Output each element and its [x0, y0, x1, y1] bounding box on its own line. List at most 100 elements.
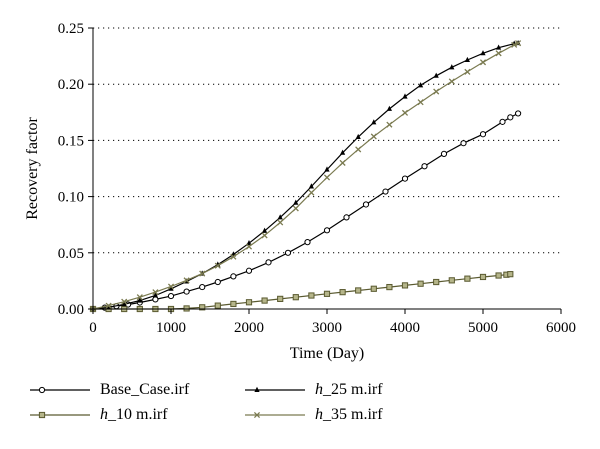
data-point	[371, 119, 377, 125]
data-point	[152, 289, 159, 296]
data-point	[479, 273, 487, 281]
data-point	[284, 249, 292, 256]
y-tick-label: 0.25	[58, 21, 84, 37]
data-point	[214, 278, 221, 286]
data-point	[136, 294, 143, 301]
data-point	[167, 283, 175, 290]
x-tick-label: 0	[89, 320, 97, 336]
data-point	[386, 105, 392, 111]
data-point	[183, 305, 190, 312]
data-point	[421, 163, 428, 170]
x-tick-label: 3000	[312, 320, 342, 336]
data-point	[137, 297, 143, 303]
data-point	[265, 259, 272, 266]
data-point	[308, 183, 314, 189]
data-point	[183, 277, 190, 284]
data-point	[121, 301, 127, 307]
data-point	[152, 292, 158, 298]
data-point	[511, 41, 518, 48]
axes	[88, 27, 562, 314]
data-point	[168, 285, 174, 291]
x-tick-label: 2000	[234, 320, 264, 336]
data-point	[105, 302, 112, 309]
data-point	[323, 290, 331, 297]
data-point	[245, 267, 253, 274]
series-triangle	[90, 39, 521, 311]
data-point	[499, 118, 506, 125]
data-point	[121, 298, 128, 305]
data-point	[464, 56, 470, 63]
data-point	[496, 44, 502, 50]
data-point	[324, 166, 330, 172]
x-tick-label: 4000	[390, 320, 420, 336]
data-point	[304, 239, 311, 246]
y-tick-label: 0.10	[58, 190, 84, 206]
data-point	[362, 201, 370, 208]
data-point	[277, 219, 284, 226]
gridlines	[93, 27, 561, 254]
data-point	[261, 232, 268, 239]
series-layer	[89, 39, 522, 313]
data-point	[448, 277, 455, 284]
data-point	[401, 282, 409, 289]
data-point	[245, 299, 253, 306]
data-point	[402, 93, 408, 99]
data-point	[515, 110, 522, 117]
data-point	[449, 64, 455, 70]
data-point	[343, 214, 350, 221]
data-point	[418, 82, 424, 88]
data-point	[214, 262, 221, 269]
data-point	[323, 227, 331, 234]
data-point	[433, 88, 440, 95]
data-point	[199, 270, 206, 277]
data-point	[480, 50, 486, 56]
series-cross	[89, 40, 522, 313]
data-point	[292, 294, 299, 301]
data-point	[245, 243, 253, 250]
data-point	[495, 50, 502, 57]
data-point	[507, 271, 514, 278]
y-tick-label: 0.00	[58, 302, 84, 318]
data-point	[230, 253, 237, 260]
data-point	[277, 295, 284, 302]
y-axis-title: Recovery factor	[24, 117, 41, 220]
data-point	[323, 174, 331, 181]
data-point	[199, 283, 206, 291]
data-point	[230, 273, 237, 280]
data-point	[479, 131, 487, 138]
data-point	[277, 214, 283, 220]
data-point	[199, 304, 206, 311]
data-point	[339, 159, 346, 166]
data-point	[386, 283, 393, 291]
data-point	[417, 280, 424, 287]
x-tick-label: 5000	[468, 320, 498, 336]
series-circle	[89, 110, 522, 313]
data-point	[308, 292, 315, 299]
data-point	[355, 146, 362, 153]
data-point	[308, 189, 315, 196]
data-point	[386, 121, 393, 128]
data-point	[382, 188, 389, 195]
data-point	[433, 278, 440, 286]
data-point	[370, 133, 377, 140]
data-point	[355, 287, 362, 294]
data-point	[214, 302, 221, 309]
data-point	[262, 227, 268, 233]
data-point	[246, 240, 252, 246]
data-point	[433, 72, 439, 78]
data-point	[495, 272, 502, 279]
y-tick-label: 0.20	[58, 77, 84, 93]
data-point	[464, 275, 471, 282]
data-point	[464, 68, 471, 75]
data-point	[401, 109, 409, 116]
data-point	[401, 175, 409, 182]
data-point	[417, 99, 424, 106]
tick-labels: 0.00 0.05 0.10 0.15 0.20 0.25 0 1000 2000 3000 400…	[58, 21, 576, 336]
y-tick-label: 0.15	[58, 133, 84, 149]
x-tick-label: 1000	[156, 320, 186, 336]
series-square	[89, 271, 514, 313]
data-point	[479, 59, 487, 66]
data-point	[106, 304, 112, 310]
data-point	[183, 288, 190, 295]
